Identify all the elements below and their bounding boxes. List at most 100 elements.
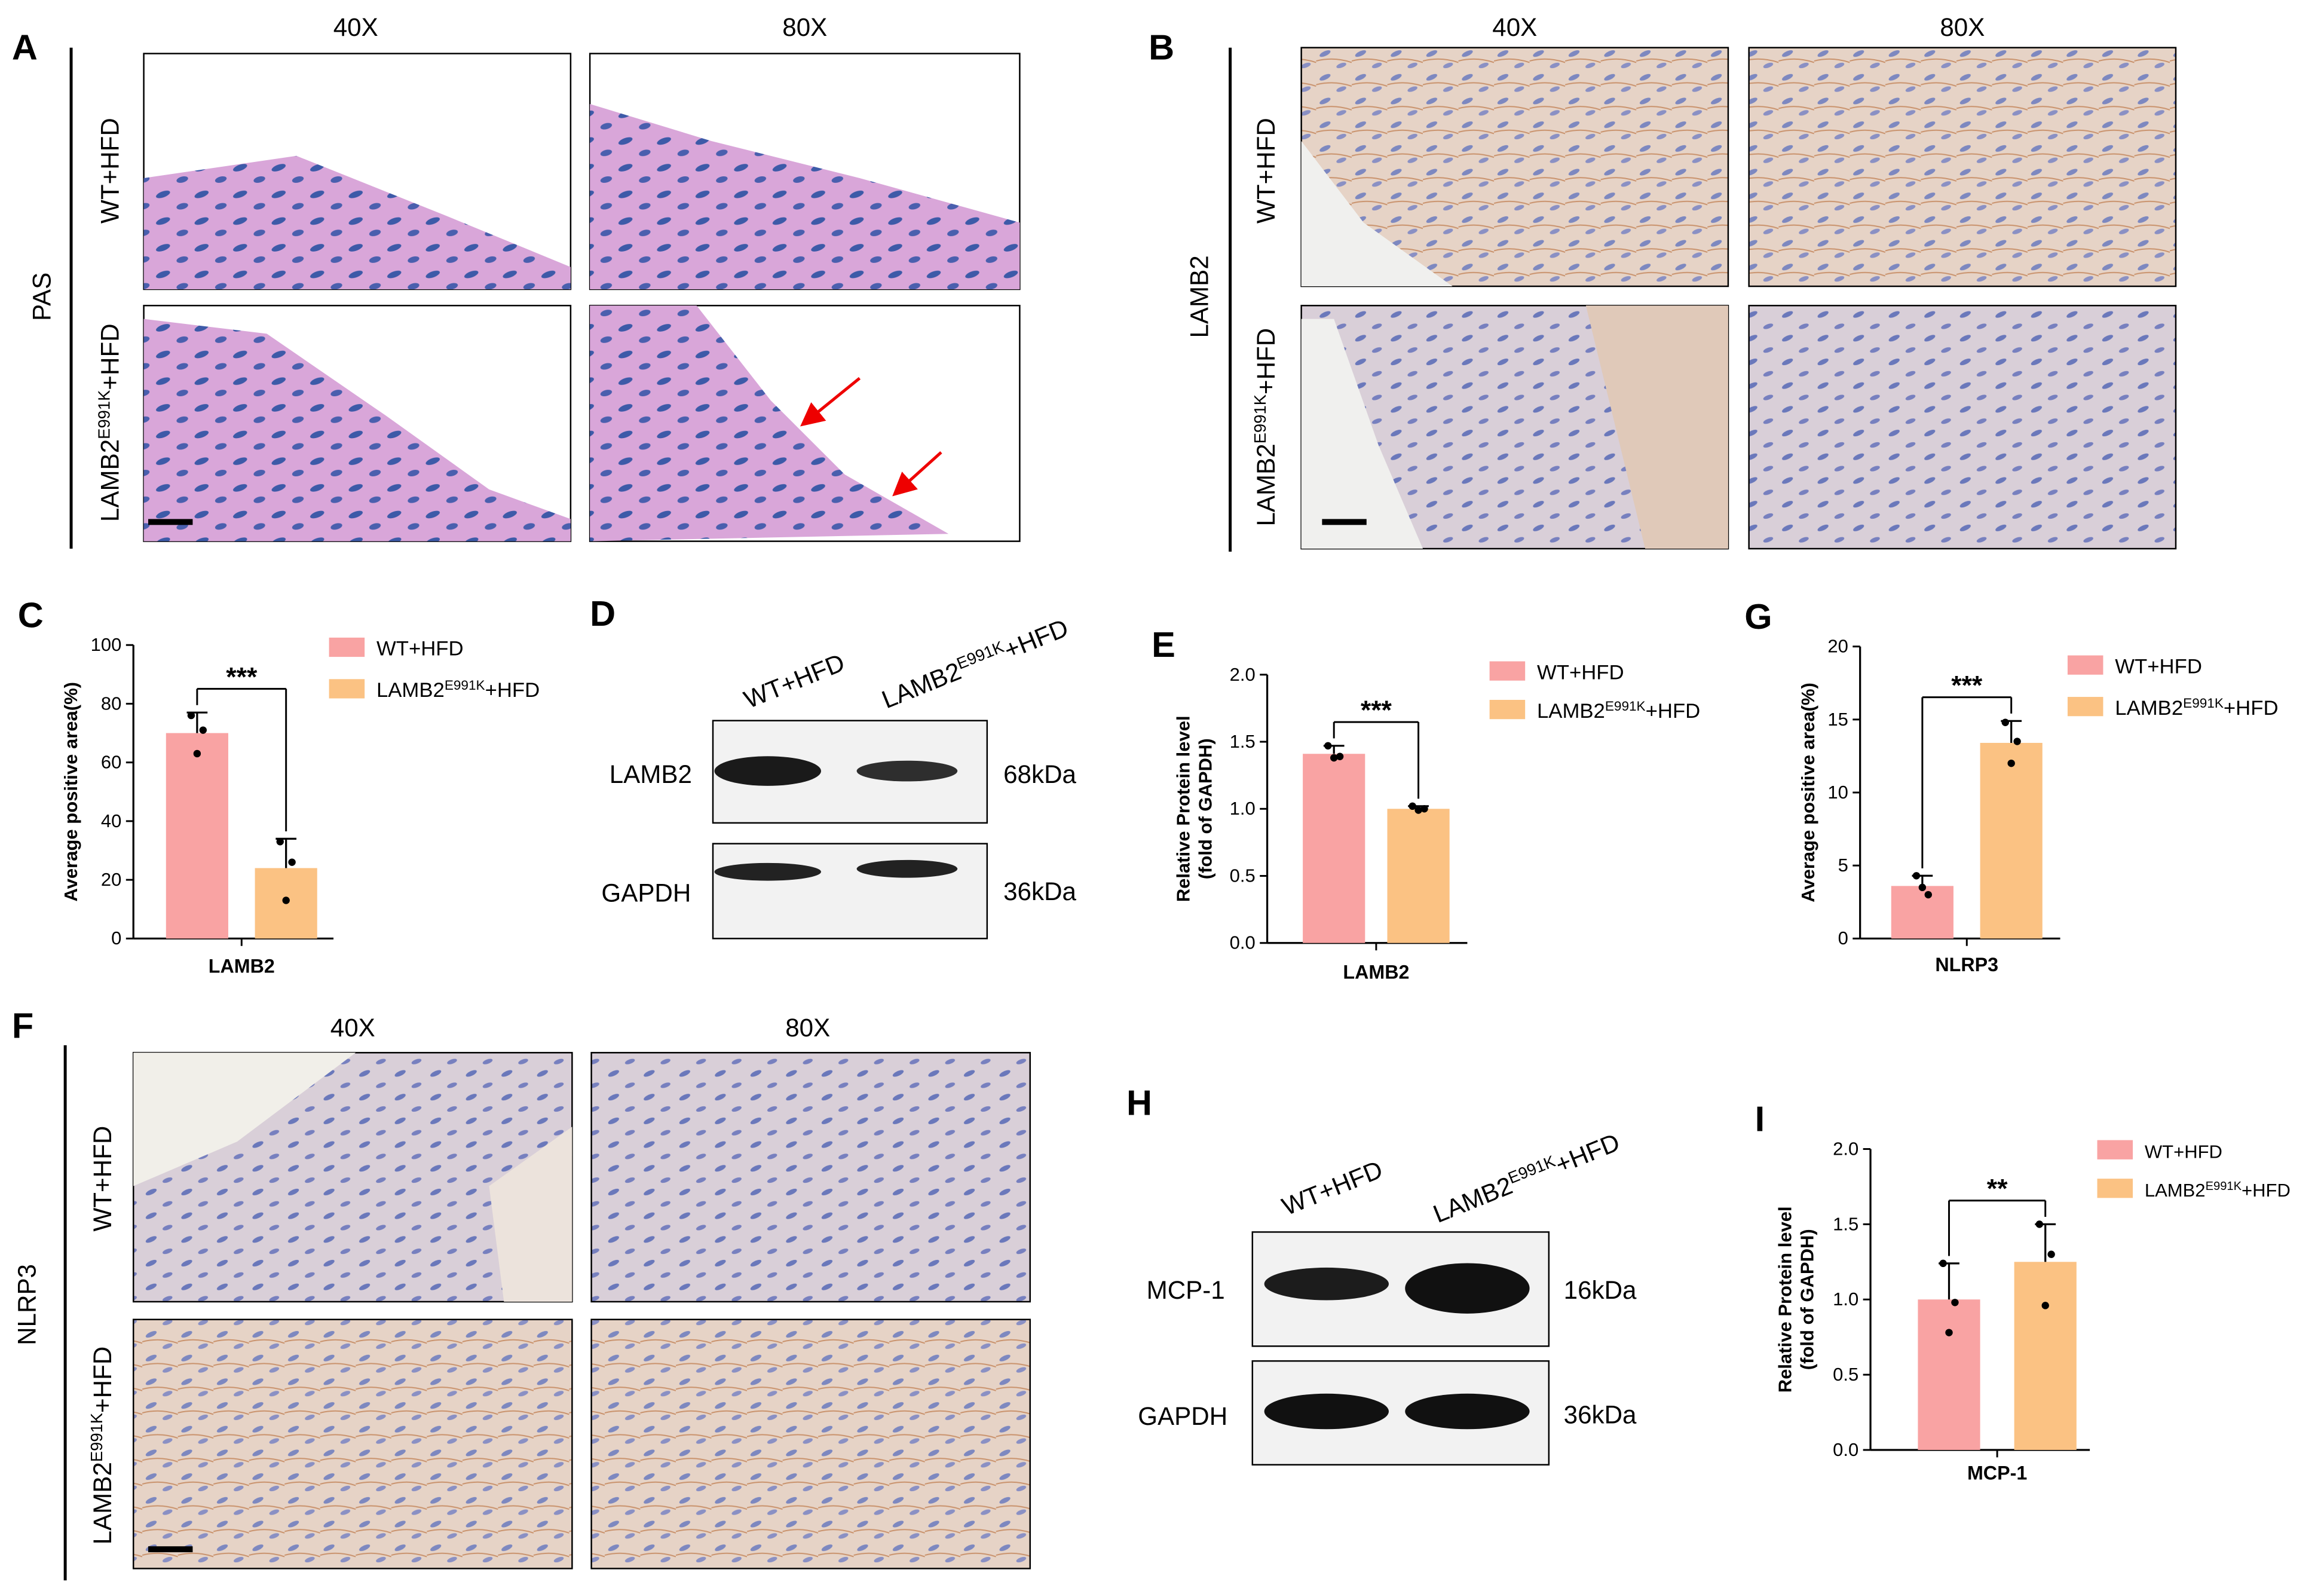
- text-part: E991K: [954, 637, 1006, 673]
- data-point: [1924, 891, 1932, 899]
- y-axis-label: Relative Protein level: [1172, 715, 1193, 902]
- x-tick-label: LAMB2: [1343, 961, 1409, 983]
- column-header: 40X: [1492, 13, 1537, 41]
- lane-label: LAMB2E991K+HFD: [1429, 1127, 1624, 1228]
- legend-swatch: [329, 637, 365, 657]
- y-tick-label: 40: [101, 810, 121, 831]
- panel-letter: C: [18, 595, 44, 635]
- bar: [1891, 886, 1953, 939]
- y-axis-label: (fold of GAPDH): [1195, 738, 1216, 879]
- text-part: E991K: [1605, 698, 1646, 713]
- panel-letter: I: [1755, 1099, 1765, 1139]
- data-point: [1414, 806, 1422, 814]
- legend-label: WT+HFD: [376, 638, 464, 660]
- y-tick-label: 0: [111, 928, 121, 948]
- legend-swatch: [329, 679, 365, 699]
- lane-label: WT+HFD: [740, 648, 849, 714]
- y-axis-label: Average positive area(%): [1798, 683, 1818, 902]
- band-label: GAPDH: [601, 879, 691, 907]
- text-part: LAMB2: [1537, 700, 1605, 723]
- panel-letter: G: [1744, 596, 1772, 637]
- band-label: MCP-1: [1147, 1276, 1225, 1304]
- data-point: [276, 838, 284, 846]
- data-point: [1918, 883, 1927, 892]
- text-part: LAMB2: [96, 439, 124, 522]
- text-part: +HFD: [2242, 1180, 2291, 1201]
- stain-label: PAS: [27, 273, 56, 321]
- y-tick-label: 0.5: [1230, 865, 1256, 886]
- data-point: [2041, 1302, 2049, 1309]
- y-tick-label: 20: [1827, 636, 1848, 657]
- y-axis-label: Relative Protein level: [1774, 1206, 1795, 1393]
- panel-letter: F: [12, 1005, 33, 1045]
- text-part: +HFD: [1000, 613, 1072, 664]
- legend-label: WT+HFD: [2145, 1141, 2222, 1162]
- legend-label: LAMB2E991K+HFD: [2145, 1180, 2291, 1201]
- column-header: 80X: [782, 13, 827, 41]
- stain-label: NLRP3: [13, 1264, 41, 1345]
- y-tick-label: 20: [101, 869, 121, 890]
- data-point: [1939, 1259, 1947, 1268]
- significance: ***: [1361, 696, 1392, 725]
- lane-label: WT+HFD: [1278, 1155, 1387, 1221]
- text-part: +HFD: [485, 679, 540, 702]
- micrographs: [143, 53, 1021, 542]
- blot: [712, 720, 988, 940]
- data-point: [2013, 738, 2021, 745]
- bar: [2014, 1262, 2077, 1451]
- text-part: E991K: [1505, 1151, 1558, 1187]
- row-label: WT+HFD: [96, 118, 124, 224]
- y-tick-label: 0.0: [1833, 1439, 1858, 1460]
- band-label: LAMB2: [610, 760, 692, 788]
- data-point: [1420, 805, 1428, 813]
- band-size: 36kDa: [1564, 1400, 1637, 1428]
- legend-label: WT+HFD: [1537, 661, 1624, 684]
- text-part: E991K: [94, 390, 113, 439]
- y-tick-label: 10: [1827, 782, 1848, 803]
- band-size: 68kDa: [1003, 760, 1076, 788]
- significance: ***: [226, 663, 258, 692]
- y-tick-label: 1.5: [1230, 731, 1256, 752]
- row-label: WT+HFD: [88, 1126, 117, 1232]
- data-point: [1330, 754, 1338, 762]
- column-header: 80X: [785, 1014, 830, 1042]
- column-header: 80X: [1940, 13, 1985, 41]
- legend-swatch: [2067, 655, 2103, 675]
- row-label: WT+HFD: [1252, 118, 1280, 224]
- y-tick-label: 0.5: [1833, 1364, 1858, 1385]
- legend-label: LAMB2E991K+HFD: [2115, 695, 2278, 720]
- text-part: E991K: [445, 678, 485, 693]
- stain-label: LAMB2: [1185, 255, 1213, 338]
- band-label: GAPDH: [1138, 1402, 1227, 1430]
- significance: **: [1987, 1174, 2008, 1204]
- data-point: [2001, 718, 2009, 726]
- row-label: LAMB2E991K+HFD: [94, 323, 124, 522]
- text-part: +HFD: [1646, 700, 1701, 723]
- blot: [1251, 1231, 1550, 1466]
- band-size: 36kDa: [1003, 877, 1076, 905]
- data-point: [2047, 1250, 2055, 1258]
- bar: [166, 733, 228, 939]
- y-axis-label: Average positive area(%): [60, 682, 81, 902]
- panel-letter: H: [1126, 1082, 1152, 1122]
- panel-letter: B: [1149, 27, 1174, 68]
- legend-swatch: [2097, 1140, 2133, 1159]
- legend-label: LAMB2E991K+HFD: [376, 678, 540, 702]
- x-tick-label: LAMB2: [209, 955, 275, 977]
- x-tick-label: MCP-1: [1967, 1462, 2027, 1484]
- y-tick-label: 2.0: [1833, 1138, 1858, 1159]
- y-tick-label: 0.0: [1230, 932, 1256, 953]
- text-part: +HFD: [88, 1347, 117, 1413]
- data-point: [1324, 742, 1332, 750]
- text-part: E991K: [2183, 695, 2224, 710]
- data-point: [1336, 752, 1344, 760]
- text-part: LAMB2: [2145, 1180, 2206, 1201]
- lane-label: LAMB2E991K+HFD: [877, 612, 1072, 714]
- data-point: [187, 711, 195, 720]
- row-label: LAMB2E991K+HFD: [87, 1347, 117, 1545]
- text-part: +HFD: [1252, 328, 1280, 394]
- legend-swatch: [2097, 1179, 2133, 1198]
- data-point: [2007, 759, 2015, 767]
